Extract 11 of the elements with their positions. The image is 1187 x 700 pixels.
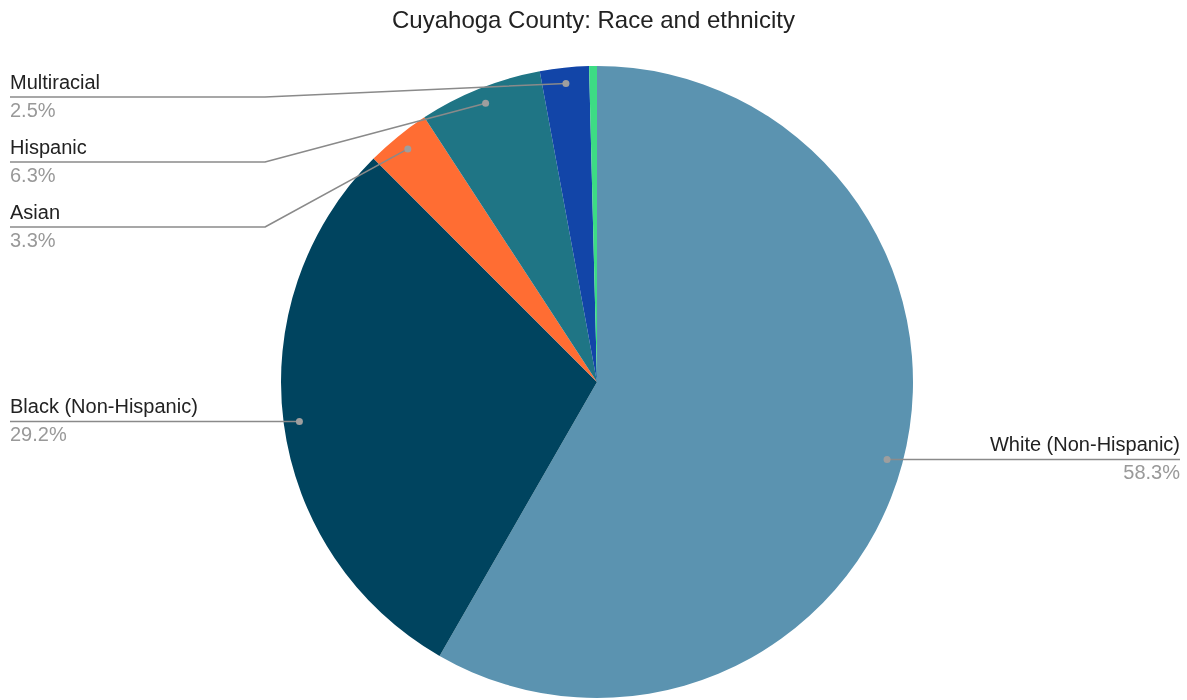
slice-label: White (Non-Hispanic)	[989, 432, 1180, 455]
chart-title: Cuyahoga County: Race and ethnicity	[391, 6, 796, 34]
data-label: 3.3%	[10, 228, 56, 251]
slice-label: Asian	[10, 200, 61, 223]
slice-label: Hispanic	[10, 135, 87, 158]
data-label: 58.3%	[1123, 460, 1181, 483]
slice-label: Multiracial	[10, 70, 101, 93]
data-label: 6.3%	[10, 163, 56, 186]
data-label: 2.5%	[10, 98, 56, 121]
slice-label: Black (Non-Hispanic)	[10, 395, 198, 418]
data-label: 29.2%	[10, 423, 67, 446]
